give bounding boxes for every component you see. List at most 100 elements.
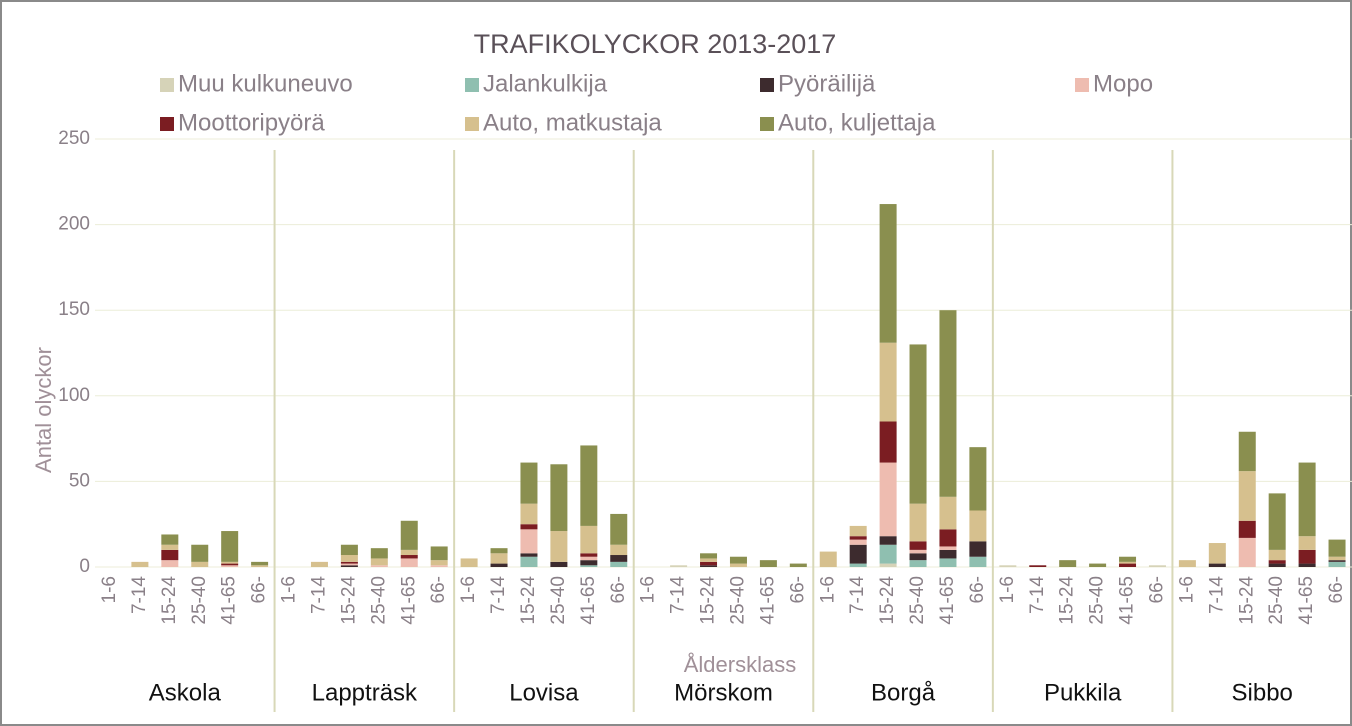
x-tick-label: 15-24 (159, 576, 180, 625)
bar-segment (520, 524, 538, 530)
bar-segment (670, 565, 688, 567)
legend-label: Jalankulkija (483, 70, 608, 97)
x-tick-label: 7-14 (847, 576, 868, 614)
bar-segment (909, 503, 927, 542)
legend-label: Mopo (1093, 70, 1153, 97)
x-tick-label: 15-24 (338, 576, 359, 625)
bar-segment (221, 565, 239, 567)
bar-segment (370, 558, 388, 566)
bar-segment (879, 462, 897, 537)
bar-segment (340, 561, 358, 564)
x-tick-label: 15-24 (1057, 576, 1078, 625)
bar-segment (490, 548, 508, 554)
x-axis-title: Åldersklass (684, 652, 796, 677)
bar-segment (939, 496, 957, 530)
bar-segment (1268, 563, 1286, 567)
group-label: Mörskom (674, 679, 773, 706)
legend-label: Moottoripyörä (178, 109, 325, 136)
legend-label: Pyöräilijä (778, 70, 876, 97)
bar-segment (340, 544, 358, 556)
bar-segment (1119, 561, 1137, 564)
bar-segment (520, 503, 538, 525)
bar-segment (879, 563, 897, 567)
bar-segment (1328, 539, 1346, 557)
bar-segment (161, 560, 179, 567)
bar-segment (1119, 556, 1137, 562)
group-label: Pukkila (1044, 679, 1122, 706)
bar-segment (430, 565, 448, 567)
legend-swatch (760, 117, 774, 131)
bar-segment (909, 553, 927, 561)
bar-segment (939, 529, 957, 547)
bar-segment (131, 561, 149, 567)
x-tick-label: 1-6 (279, 576, 300, 603)
bar-segment (909, 344, 927, 504)
bar-segment (580, 556, 598, 561)
bar-segment (1089, 563, 1107, 567)
y-axis-title: Antal olyckor (31, 347, 56, 473)
x-tick-label: 1-6 (997, 576, 1018, 603)
legend-swatch (760, 78, 774, 92)
bar-segment (520, 553, 538, 557)
x-tick-label: 41-65 (937, 576, 958, 625)
bar-segment (909, 560, 927, 567)
group-label: Sibbo (1232, 679, 1293, 706)
bar-segment (580, 445, 598, 526)
x-tick-label: 41-65 (1296, 576, 1317, 625)
bar-segment (610, 513, 628, 545)
bar-segment (879, 204, 897, 343)
bar-segment (849, 525, 867, 537)
bar-segment (221, 531, 239, 562)
x-tick-label: 15-24 (518, 576, 539, 625)
bar-segment (400, 520, 418, 550)
bar-segment (700, 561, 718, 566)
group-label: Lappträsk (312, 679, 418, 706)
bar-segment (1298, 563, 1316, 567)
x-tick-label: 7-14 (1206, 576, 1227, 614)
bar-segment (1328, 556, 1346, 561)
bar-segment (969, 541, 987, 557)
group-label: Askola (149, 679, 222, 706)
x-tick-label: 1-6 (99, 576, 120, 603)
bar-segment (460, 558, 478, 567)
legend-swatch (465, 117, 479, 131)
bar-segment (819, 551, 837, 567)
bar-segment (1298, 536, 1316, 550)
bar-segment (909, 549, 927, 554)
bar-segment (1298, 462, 1316, 537)
bar-segment (969, 510, 987, 542)
bar-segment (789, 563, 807, 567)
bar-segment (221, 563, 239, 566)
bar-segment (1119, 563, 1137, 567)
x-tick-label: 41-65 (1117, 576, 1138, 625)
bar-segment (849, 544, 867, 564)
bar-segment (1238, 537, 1256, 567)
bar-segment (520, 462, 538, 504)
x-tick-label: 1-6 (458, 576, 479, 603)
x-tick-label: 66- (249, 576, 270, 603)
bar-segment (550, 464, 568, 532)
legend-label: Auto, kuljettaja (778, 109, 936, 136)
x-tick-label: 7-14 (308, 576, 329, 614)
bar-segment (580, 560, 598, 566)
bar-segment (161, 544, 179, 550)
bar-segment (729, 556, 747, 564)
bar-segment (340, 565, 358, 567)
bar-segment (1238, 471, 1256, 521)
x-tick-label: 25-40 (548, 576, 569, 625)
bar-segment (759, 560, 777, 567)
y-tick-label: 150 (58, 299, 90, 320)
x-tick-label: 25-40 (1266, 576, 1287, 625)
bar-segment (370, 565, 388, 567)
bar-segment (849, 536, 867, 540)
bar-segment (939, 558, 957, 567)
bar-segment (849, 539, 867, 545)
bar-segment (191, 544, 209, 562)
bar-segment (251, 561, 269, 566)
bar-segment (490, 553, 508, 564)
bar-segment (550, 531, 568, 562)
x-tick-label: 7-14 (129, 576, 150, 614)
legend-label: Muu kulkuneuvo (178, 70, 353, 97)
bar-segment (221, 561, 239, 564)
